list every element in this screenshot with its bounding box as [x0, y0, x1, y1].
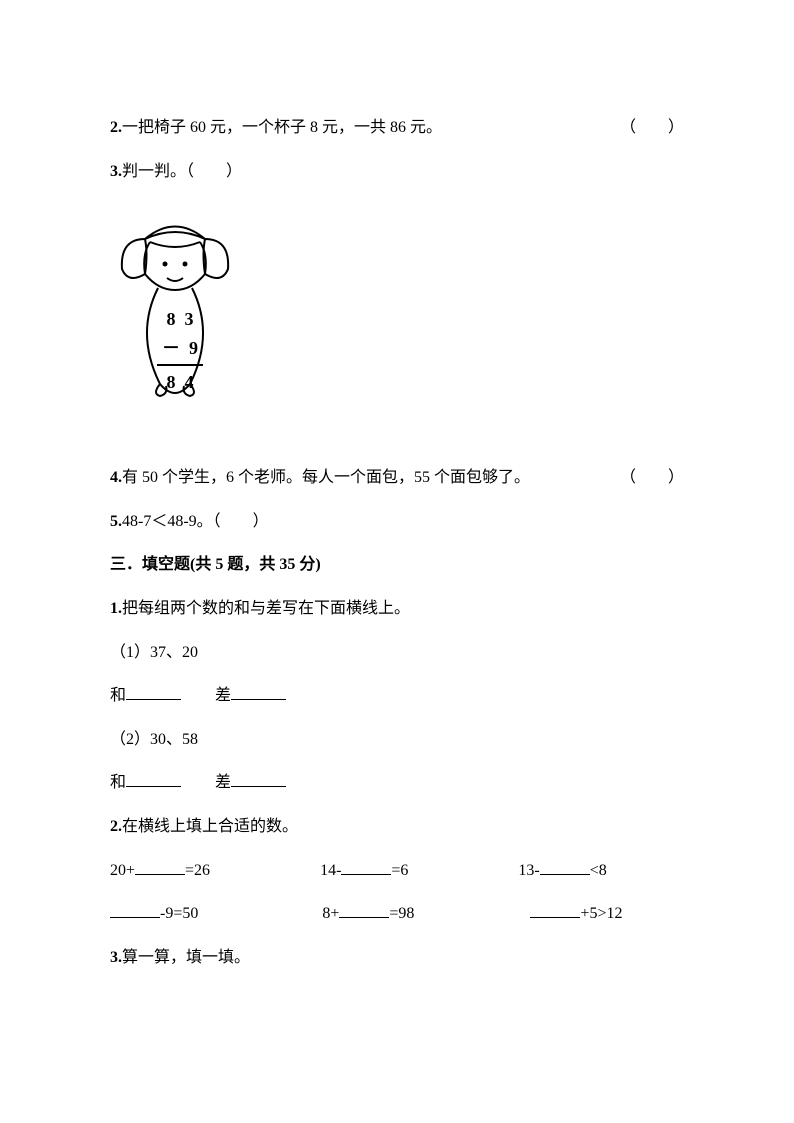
- blank-field[interactable]: [530, 903, 580, 918]
- question-number: 3.: [110, 163, 122, 180]
- fill-q1-blanks-1: 和 差: [110, 683, 684, 709]
- blank-field[interactable]: [110, 903, 160, 918]
- question-5: 5.48-7＜48-9。（ ）: [110, 509, 684, 535]
- label-cha: 差: [215, 687, 231, 704]
- question-number: 1.: [110, 600, 122, 617]
- blank-field[interactable]: [135, 860, 185, 875]
- blank-field[interactable]: [339, 903, 389, 918]
- question-text: 48-7＜48-9。（ ）: [122, 513, 269, 530]
- blank-field[interactable]: [341, 860, 391, 875]
- fill-question-3: 3.算一算，填一填。: [110, 945, 684, 971]
- equation-item: -9=50: [110, 901, 198, 927]
- equation-item: 14-=6: [320, 858, 408, 884]
- question-number: 5.: [110, 513, 122, 530]
- question-text: 在横线上填上合适的数。: [122, 818, 298, 835]
- equation-item: 13-<8: [518, 858, 606, 884]
- fill-question-2: 2.在横线上填上合适的数。: [110, 814, 684, 840]
- blank-field[interactable]: [231, 772, 286, 787]
- fill-question-1: 1.把每组两个数的和与差写在下面横线上。: [110, 596, 684, 622]
- math-mid: － 9: [110, 334, 250, 363]
- equation-row-2: -9=50 8+=98 +5>12: [110, 901, 684, 927]
- question-number: 4.: [110, 469, 122, 486]
- answer-paren: （ ）: [620, 115, 684, 141]
- equation-item: 20+=26: [110, 858, 210, 884]
- fill-q1-blanks-2: 和 差: [110, 770, 684, 796]
- blank-field[interactable]: [231, 685, 286, 700]
- equation-item: +5>12: [530, 901, 622, 927]
- blank-field[interactable]: [540, 860, 590, 875]
- answer-paren: （ ）: [620, 465, 684, 491]
- question-3: 3.判一判。（ ）: [110, 159, 684, 185]
- question-text: 有 50 个学生，6 个老师。每人一个面包，55 个面包够了。: [122, 469, 530, 486]
- blank-field[interactable]: [126, 772, 181, 787]
- question-text: 把每组两个数的和与差写在下面横线上。: [122, 600, 410, 617]
- fill-q1-part1: （1）37、20: [110, 640, 684, 666]
- blank-field[interactable]: [126, 685, 181, 700]
- label-he: 和: [110, 687, 126, 704]
- label-cha: 差: [215, 774, 231, 791]
- section-3-title: 三．填空题(共 5 题，共 35 分): [110, 552, 684, 578]
- math-line: [157, 364, 203, 366]
- label-he: 和: [110, 774, 126, 791]
- equation-item: 8+=98: [322, 901, 414, 927]
- math-top: 8 3: [110, 305, 250, 334]
- question-text: 一把椅子 60 元，一个杯子 8 元，一共 86 元。: [122, 119, 442, 136]
- question-2: 2.一把椅子 60 元，一个杯子 8 元，一共 86 元。 （ ）: [110, 115, 684, 141]
- question-text: 判一判。（ ）: [122, 163, 242, 180]
- equation-row-1: 20+=26 14-=6 13-<8: [110, 858, 684, 884]
- question-number: 3.: [110, 949, 122, 966]
- animal-figure: 8 3 － 9 8 4: [110, 204, 250, 505]
- question-number: 2.: [110, 818, 122, 835]
- fill-q1-part2: （2）30、58: [110, 727, 684, 753]
- question-number: 2.: [110, 119, 122, 136]
- question-4: 4.有 50 个学生，6 个老师。每人一个面包，55 个面包够了。 （ ）: [110, 465, 684, 491]
- subtraction-problem: 8 3 － 9 8 4: [110, 305, 250, 397]
- math-bot: 8 4: [110, 368, 250, 397]
- question-text: 算一算，填一填。: [122, 949, 250, 966]
